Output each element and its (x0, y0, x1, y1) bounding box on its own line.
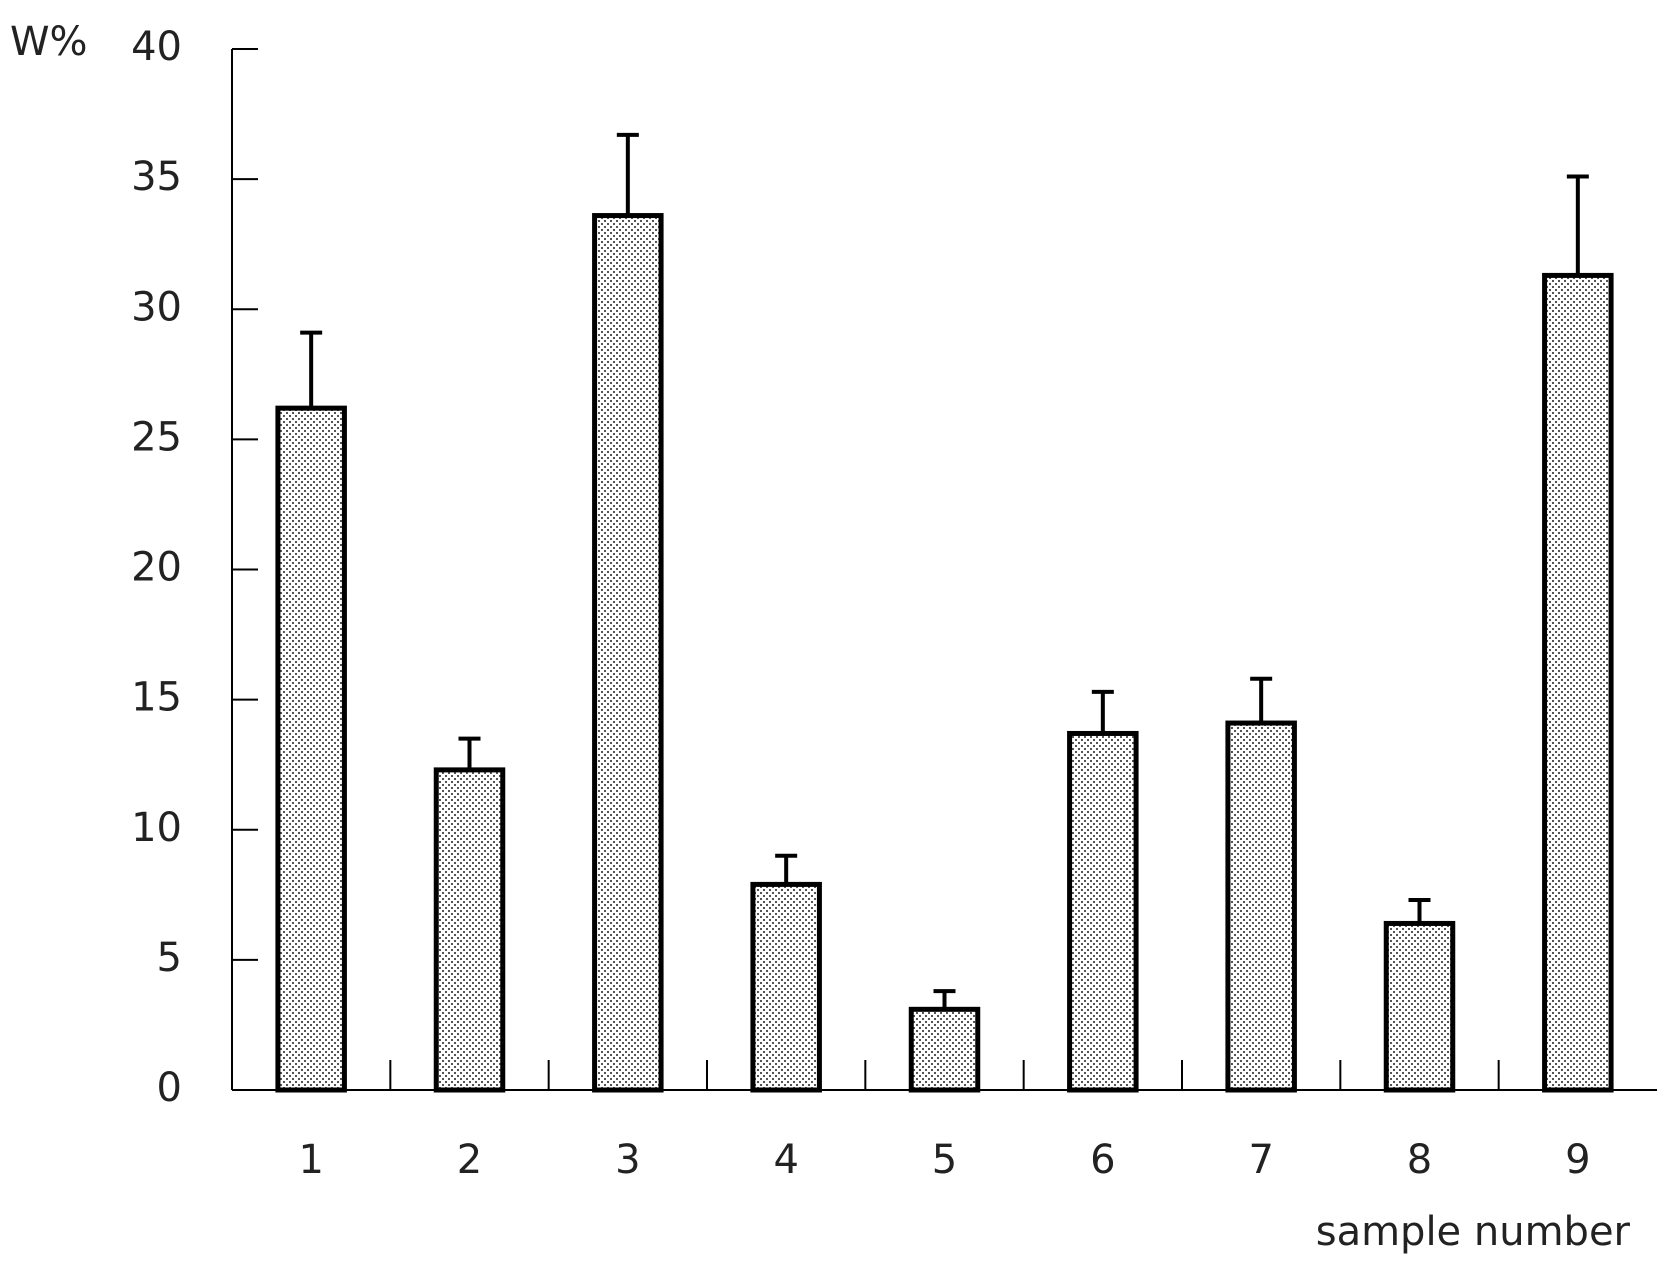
y-tick-label: 25 (131, 414, 182, 460)
error-bar (616, 132, 639, 216)
x-tick-label: 7 (1248, 1137, 1273, 1183)
y-tick-label: 30 (131, 284, 182, 330)
bar (1542, 272, 1614, 1093)
error-bar (1408, 898, 1431, 924)
error-bar (300, 330, 323, 409)
x-tick-label: 4 (773, 1137, 798, 1183)
y-tick-label: 20 (131, 545, 182, 591)
error-bar (1566, 174, 1589, 276)
x-tick-label: 3 (615, 1137, 640, 1183)
error-bar (933, 989, 956, 1010)
x-tick-label: 2 (457, 1137, 482, 1183)
bar (275, 405, 347, 1093)
y-tick-label: 35 (131, 154, 182, 200)
bar (592, 213, 664, 1093)
bar (908, 1006, 981, 1093)
y-tick-label: 10 (131, 805, 182, 851)
y-tick-label: 40 (131, 24, 182, 70)
x-tick-label: 5 (932, 1137, 957, 1183)
y-tick-label: 0 (157, 1065, 182, 1111)
y-tick-label: 5 (157, 935, 182, 981)
bar (1225, 720, 1297, 1093)
x-tick-label: 8 (1407, 1137, 1432, 1183)
error-bar (1091, 689, 1114, 734)
bar (433, 767, 506, 1093)
x-tick-label: 9 (1565, 1137, 1590, 1183)
y-tick-label: 15 (131, 675, 182, 721)
y-axis-label: W% (10, 19, 88, 65)
bar (750, 881, 822, 1093)
error-bar (775, 853, 798, 885)
bar (1067, 730, 1139, 1093)
bar (1383, 920, 1456, 1093)
error-bar (458, 736, 481, 770)
x-axis-label: sample number (1316, 1209, 1631, 1255)
error-bar (1250, 676, 1273, 724)
x-tick-label: 1 (298, 1137, 323, 1183)
x-tick-label: 6 (1090, 1137, 1115, 1183)
